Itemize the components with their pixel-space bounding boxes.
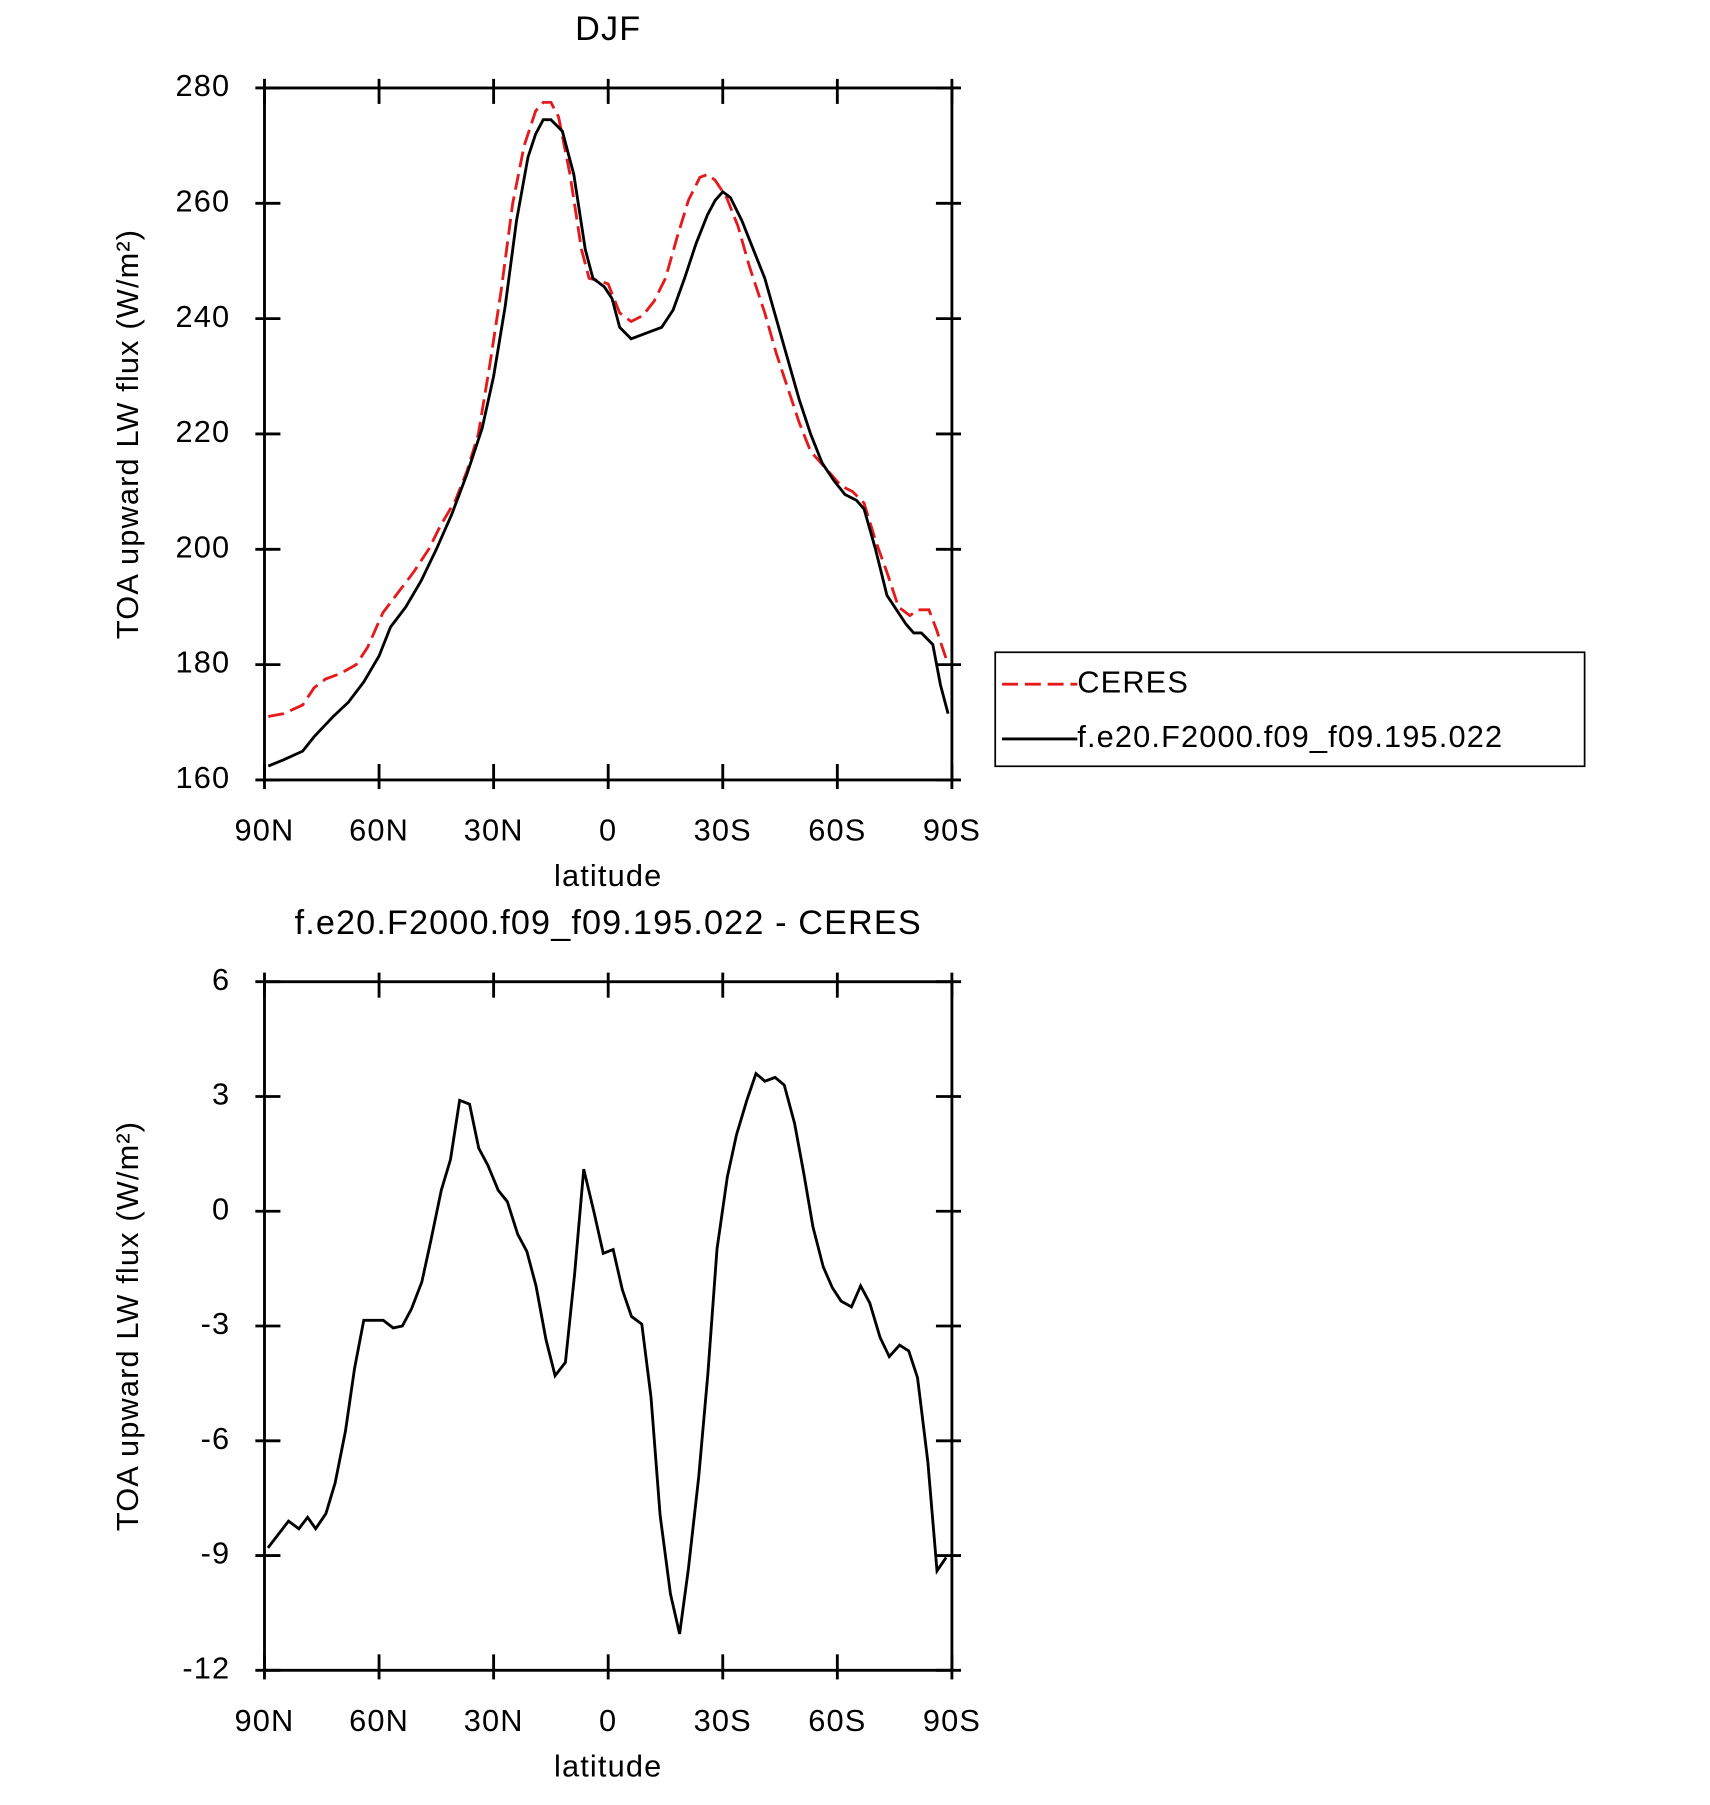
y-tick-label: 6 [212, 962, 230, 997]
x-tick-label: 30S [694, 1703, 752, 1738]
y-tick-label: -3 [201, 1306, 231, 1341]
y-tick-label: 240 [176, 299, 231, 334]
x-tick-label: 0 [599, 813, 617, 848]
data-line [267, 118, 950, 768]
x-tick-label: 60N [349, 1703, 409, 1738]
data-line [268, 100, 950, 718]
y-tick-label: 200 [176, 529, 231, 564]
y-tick-label: 0 [212, 1191, 230, 1226]
y-tick-label: 180 [176, 645, 231, 680]
x-axis-title: latitude [554, 858, 662, 893]
x-tick-label: 60S [808, 813, 866, 848]
x-tick-label: 60S [808, 1703, 866, 1738]
chart-title: f.e20.F2000.f09_f09.195.022 - CERES [295, 904, 922, 942]
x-tick-label: 30S [694, 813, 752, 848]
legend-label: CERES [1077, 664, 1189, 699]
y-tick-label: 160 [176, 760, 231, 795]
y-axis-title: TOA upward LW flux (W/m²) [110, 1121, 145, 1531]
legend-box [994, 651, 1586, 768]
y-tick-label: 3 [212, 1077, 230, 1112]
x-tick-label: 60N [349, 813, 409, 848]
y-tick-label: -9 [201, 1536, 231, 1571]
y-tick-label: 280 [176, 68, 231, 103]
y-axis-title: TOA upward LW flux (W/m²) [110, 229, 145, 639]
x-tick-label: 90N [235, 813, 295, 848]
data-line [266, 1071, 948, 1635]
y-tick-label: 220 [176, 414, 231, 449]
x-axis-title: latitude [554, 1748, 662, 1783]
legend-label: f.e20.F2000.f09_f09.195.022 [1077, 719, 1503, 754]
x-tick-label: 90N [235, 1703, 295, 1738]
y-tick-label: -12 [182, 1650, 230, 1685]
x-tick-label: 90S [923, 1703, 981, 1738]
y-tick-label: -6 [201, 1421, 231, 1456]
y-tick-label: 260 [176, 183, 231, 218]
chart-title: DJF [575, 10, 641, 48]
x-tick-label: 0 [599, 1703, 617, 1738]
plot-frame [263, 980, 954, 1672]
x-tick-label: 90S [923, 813, 981, 848]
x-tick-label: 30N [464, 1703, 524, 1738]
x-tick-label: 30N [464, 813, 524, 848]
